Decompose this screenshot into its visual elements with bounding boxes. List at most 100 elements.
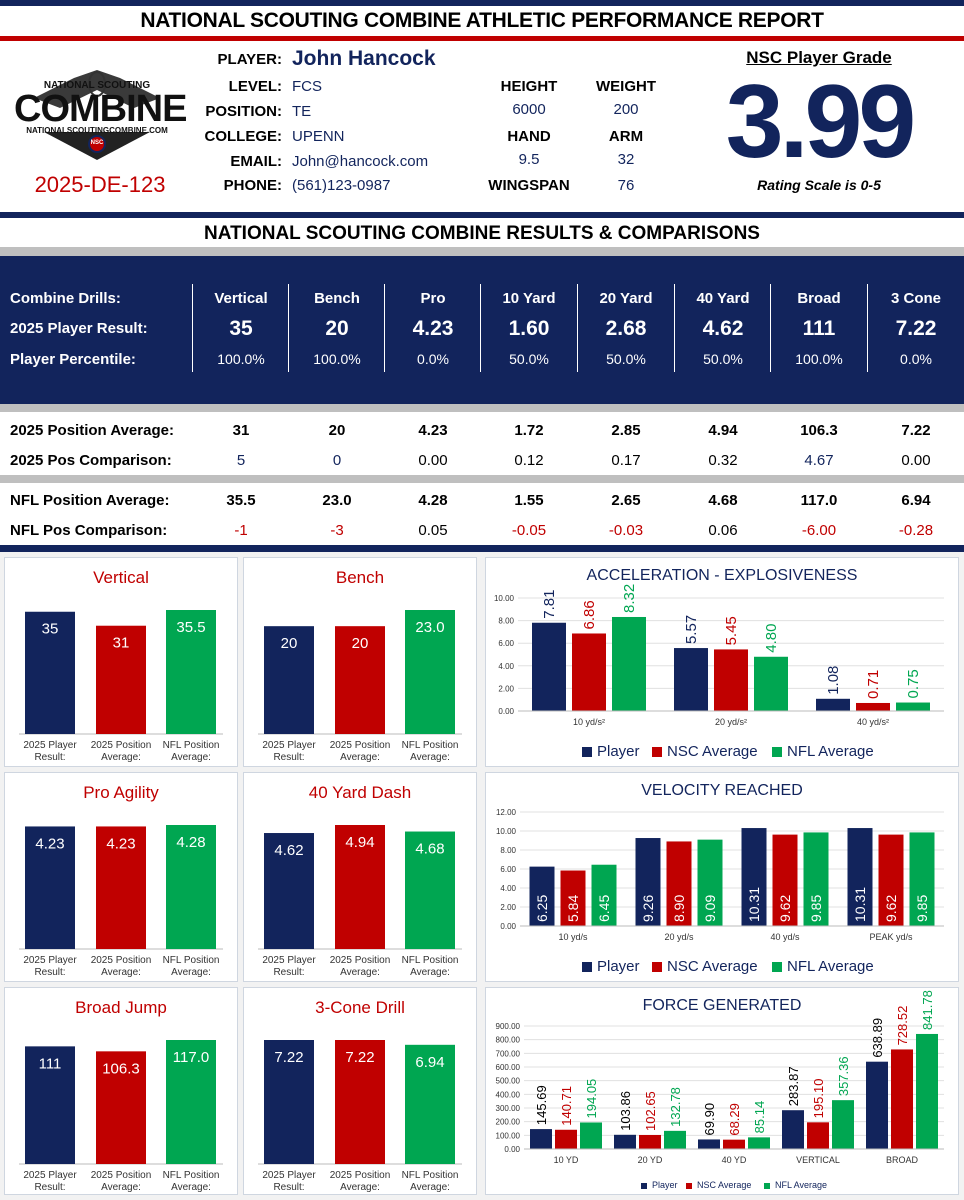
chart-bar (741, 828, 767, 926)
chart-bar (782, 1110, 804, 1149)
label-level: LEVEL: (228, 78, 282, 95)
category-label: 2025 Position (91, 1170, 152, 1181)
category-label: NFL Position (163, 955, 220, 966)
legend-swatch (652, 962, 662, 972)
chart-bar (697, 839, 723, 926)
bar-value-label: 9.62 (777, 895, 793, 922)
chart-bar (25, 1046, 75, 1164)
chart-title: FORCE GENERATED (642, 997, 802, 1014)
drill-result: 4.23 (412, 317, 454, 340)
drill-percentile: 50.0% (509, 351, 549, 367)
column-divider (867, 284, 868, 372)
bar-value-label: 35.5 (176, 619, 205, 636)
chart-bar (264, 833, 314, 949)
chart-bar (405, 610, 455, 734)
nfl-cmp-cell: 0.06 (708, 522, 738, 539)
bar-value-label: 35 (42, 621, 59, 638)
chart-bar (866, 1061, 888, 1149)
player-level: FCS (292, 78, 322, 95)
chart-bar (909, 832, 935, 926)
category-label: Result: (34, 1182, 65, 1193)
label-college: COLLEGE: (204, 128, 283, 145)
y-tick-label: 10.00 (496, 827, 517, 836)
chart-bar (664, 1130, 686, 1149)
top-navy-stripe (0, 0, 964, 6)
chart-bar (25, 611, 75, 734)
category-label: Average: (171, 1182, 211, 1193)
pos-avg-cell: 20 (328, 422, 346, 439)
legend-swatch (772, 962, 782, 972)
y-tick-label: 0.00 (500, 922, 516, 931)
bar-value-label: 140.71 (559, 1086, 574, 1126)
player-position: TE (292, 103, 312, 120)
y-tick-label: 0.00 (498, 707, 514, 716)
pos-cmp-label: 2025 Pos Comparison: (10, 452, 172, 469)
bar-value-label: 132.78 (668, 1087, 683, 1127)
y-tick-label: 700.00 (496, 1049, 521, 1058)
category-label: 2025 Player (262, 955, 316, 966)
logo-line3: NATIONALSCOUTINGCOMBINE.COM (26, 126, 168, 135)
category-label: Average: (101, 967, 141, 978)
drill-percentile: 50.0% (703, 351, 743, 367)
label-position: POSITION: (205, 103, 282, 120)
bar-value-label: 6.86 (581, 600, 598, 629)
chart-bar (96, 625, 146, 734)
comparison-table: 2025 Position Average: 2025 Pos Comparis… (0, 412, 964, 547)
bar-value-label: 6.45 (596, 895, 612, 922)
bar-value-label: 4.28 (176, 834, 205, 851)
chart-bar (530, 1129, 552, 1149)
chart-bar (639, 1134, 661, 1149)
height-value: 6000 (512, 101, 546, 118)
bar-value-label: 20 (352, 635, 369, 652)
drill-result: 111 (802, 317, 836, 340)
bar-value-label: 5.57 (683, 615, 700, 644)
legend-label: Player (597, 743, 640, 760)
pos-cmp-cell: 0.00 (418, 452, 448, 469)
pos-avg-cell: 106.3 (800, 422, 838, 439)
bar-value-label: 0.75 (905, 669, 922, 698)
chart-bar (25, 826, 75, 949)
category-label: 20 YD (638, 1155, 663, 1165)
nfl-avg-cell: 2.65 (611, 492, 641, 509)
chart-bar (96, 826, 146, 949)
chart-bar (335, 825, 385, 949)
bar-value-label: 9.85 (914, 895, 930, 922)
bar-value-label: 7.22 (274, 1049, 303, 1066)
legend-label: NFL Average (787, 958, 874, 975)
logo-line1: NATIONAL SCOUTING (43, 80, 151, 91)
legend-label: NFL Average (787, 743, 874, 760)
y-tick-label: 12.00 (496, 808, 517, 817)
chart-canvas: 0.00 100.00 200.00 300.00 400.00 500.00 600.00… (496, 990, 944, 1190)
player-name: John Hancock (292, 47, 436, 70)
bar-value-label: 4.62 (274, 842, 303, 859)
category-label: NFL Position (402, 740, 459, 751)
nfl-avg-cell: 6.94 (901, 492, 931, 509)
drill-name: 3 Cone (890, 290, 941, 307)
pos-cmp-cell: 5 (236, 452, 246, 469)
legend-swatch (652, 747, 662, 757)
chart-bar (723, 1139, 745, 1149)
category-label: 2025 Position (330, 955, 391, 966)
category-label: Average: (101, 752, 141, 763)
weight-value: 200 (613, 101, 639, 118)
gray-divider-2 (0, 475, 964, 483)
drill-name: Pro (420, 290, 446, 307)
chart-bar (591, 864, 617, 926)
category-label: NFL Position (163, 1170, 220, 1181)
category-label: Result: (34, 967, 65, 978)
chart-bar (896, 702, 930, 711)
y-tick-label: 600.00 (496, 1063, 521, 1072)
y-tick-label: 300.00 (496, 1104, 521, 1113)
legend-swatch (641, 1183, 647, 1189)
category-label: 2025 Player (23, 740, 77, 751)
category-label: 10 yd/s² (573, 717, 605, 727)
category-label: Average: (171, 752, 211, 763)
legend-label: NFL Average (775, 1180, 827, 1190)
bar-value-label: 117.0 (173, 1049, 209, 1066)
drill-result: 2.68 (605, 317, 647, 340)
legend-label: NSC Average (667, 958, 758, 975)
y-tick-label: 10.00 (494, 594, 515, 603)
